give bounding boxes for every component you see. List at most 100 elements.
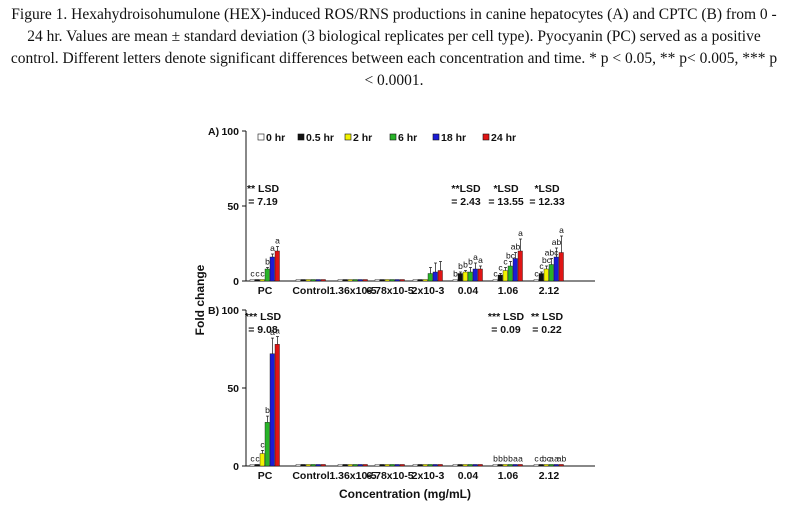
bar: [538, 273, 544, 282]
legend-swatch: [257, 133, 265, 141]
bar: [374, 464, 380, 467]
y-tick-label: 50: [227, 383, 239, 395]
bar: [337, 279, 343, 282]
x-tick-label: 2.12: [539, 285, 560, 297]
legend-label: 0.5 hr: [306, 132, 334, 144]
significance-letter: a: [275, 236, 280, 246]
y-tick-label: 100: [221, 126, 239, 138]
bar: [427, 464, 433, 467]
significance-letter: b: [498, 453, 503, 463]
x-tick-label: 1.36x10-5: [329, 470, 376, 482]
bar: [477, 464, 483, 467]
bar: [538, 464, 544, 467]
bar: [337, 464, 343, 467]
bar: [394, 464, 400, 467]
bar: [507, 265, 513, 282]
significance-letter: c: [534, 453, 539, 463]
significance-letter: bc: [542, 453, 552, 463]
significance-letter: b: [493, 453, 498, 463]
bar: [399, 279, 405, 282]
bar: [389, 279, 395, 282]
bar: [264, 268, 270, 282]
bar: [553, 464, 559, 467]
significance-letter: a: [270, 243, 275, 253]
significance-letter: c: [260, 269, 265, 279]
y-tick-label: 0: [233, 276, 239, 288]
significance-letter: ab: [511, 242, 521, 252]
significance-letter: b: [265, 405, 270, 415]
bar: [422, 279, 428, 282]
lsd-annotation: ** LSD: [531, 311, 564, 323]
lsd-annotation: **LSD: [451, 183, 481, 195]
bar: [259, 279, 265, 282]
bar: [417, 279, 423, 282]
panel-label: B): [208, 305, 219, 317]
lsd-annotation: = 2.43: [451, 196, 481, 208]
significance-letter: c: [534, 269, 539, 279]
lsd-annotation: = 0.22: [532, 324, 562, 336]
significance-letter: b: [463, 260, 468, 270]
bar: [320, 279, 326, 282]
lsd-annotation: = 0.09: [491, 324, 521, 336]
x-tick-label: Control: [292, 285, 329, 297]
lsd-annotation: = 12.33: [529, 196, 564, 208]
significance-letter: abc: [545, 248, 559, 258]
lsd-annotation: = 7.19: [248, 196, 278, 208]
significance-letter: a: [554, 453, 559, 463]
bar: [462, 464, 468, 467]
bar: [274, 250, 280, 282]
x-tick-label: 1.36x10-5: [329, 285, 376, 297]
x-tick-label: 1.06: [498, 285, 519, 297]
significance-letter: c: [250, 453, 255, 463]
y-axis-title: Fold change: [193, 264, 207, 335]
x-tick-label: 2.12: [539, 470, 560, 482]
bar: [347, 464, 353, 467]
bar: [399, 464, 405, 467]
bar: [259, 453, 265, 467]
lsd-annotation: *LSD: [493, 183, 519, 195]
bar: [553, 256, 559, 282]
bar: [374, 279, 380, 282]
y-tick-label: 0: [233, 461, 239, 473]
significance-letter: a: [518, 453, 523, 463]
significance-letter: a: [549, 453, 554, 463]
lsd-annotation: *** LSD: [488, 311, 525, 323]
significance-letter: bc: [542, 255, 552, 265]
bar: [320, 464, 326, 467]
bar: [427, 273, 433, 282]
bar: [264, 422, 270, 467]
bar: [384, 464, 390, 467]
bar: [254, 279, 260, 282]
bar: [315, 279, 321, 282]
x-tick-label: 0.04: [458, 470, 479, 482]
bar: [384, 279, 390, 282]
significance-letter: c: [539, 453, 544, 463]
bar: [342, 464, 348, 467]
bar: [300, 279, 306, 282]
significance-letter: b: [458, 261, 463, 271]
bar: [432, 464, 438, 467]
significance-letter: a: [270, 327, 275, 337]
bar: [548, 264, 554, 282]
significance-letter: b: [453, 269, 458, 279]
x-tick-label: PC: [258, 285, 273, 297]
x-tick-label: 6.78x10-5: [366, 470, 413, 482]
x-tick-label: 6.78x10-5: [366, 285, 413, 297]
bar: [437, 270, 443, 282]
x-tick-label: 2x10-3: [412, 285, 445, 297]
significance-letter: bc: [506, 251, 516, 261]
bar: [437, 464, 443, 467]
y-tick-label: 50: [227, 201, 239, 213]
bar: [347, 279, 353, 282]
lsd-annotation: *** LSD: [245, 311, 282, 323]
bar: [305, 279, 311, 282]
legend-label: 2 hr: [353, 132, 372, 144]
significance-letter: a: [473, 252, 478, 262]
bar: [512, 258, 518, 282]
bar: [305, 464, 311, 467]
legend-swatch: [297, 133, 305, 141]
bar: [497, 464, 503, 467]
legend-swatch: [432, 133, 440, 141]
bar: [452, 279, 458, 282]
legend-swatch: [344, 133, 352, 141]
